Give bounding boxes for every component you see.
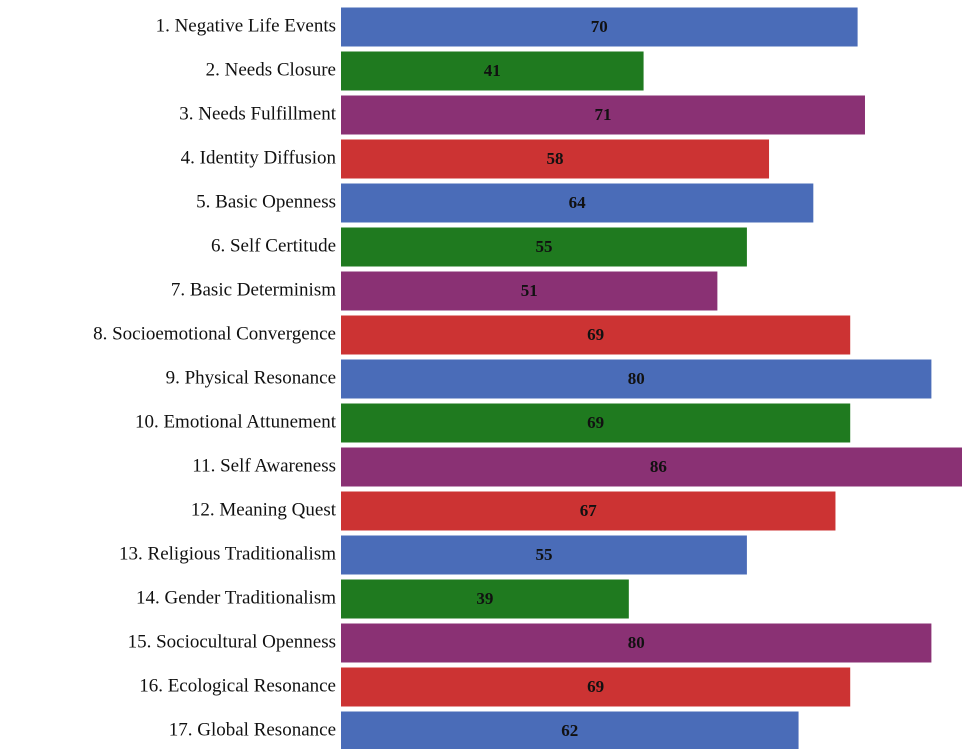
category-label: 12. Meaning Quest — [191, 499, 337, 520]
category-label: 11. Self Awareness — [192, 455, 336, 476]
category-label: 5. Basic Openness — [196, 191, 336, 212]
bar — [341, 227, 747, 267]
value-label: 55 — [535, 545, 552, 564]
value-label: 67 — [580, 501, 598, 520]
category-label: 17. Global Resonance — [169, 719, 336, 740]
bar — [341, 271, 718, 311]
value-label: 80 — [628, 369, 645, 388]
category-label: 10. Emotional Attunement — [135, 411, 337, 432]
category-label: 8. Socioemotional Convergence — [93, 323, 336, 344]
bar — [341, 51, 644, 91]
bar — [341, 403, 851, 443]
value-label: 70 — [591, 17, 608, 36]
category-label: 14. Gender Traditionalism — [136, 587, 336, 608]
value-label: 80 — [628, 633, 645, 652]
bar — [341, 139, 770, 179]
bar — [341, 183, 814, 223]
bar — [341, 315, 851, 355]
bar — [341, 579, 629, 619]
category-label: 3. Needs Fulfillment — [179, 103, 336, 124]
bar — [341, 447, 962, 487]
value-label: 39 — [476, 589, 493, 608]
value-label: 51 — [521, 281, 538, 300]
category-label: 4. Identity Diffusion — [181, 147, 337, 168]
value-label: 55 — [535, 237, 552, 256]
value-label: 69 — [587, 677, 604, 696]
value-label: 69 — [587, 413, 604, 432]
bar — [341, 623, 932, 663]
category-label: 15. Sociocultural Openness — [128, 631, 336, 652]
bar — [341, 7, 858, 47]
category-label: 9. Physical Resonance — [166, 367, 336, 388]
category-label: 2. Needs Closure — [206, 59, 336, 80]
bar — [341, 491, 836, 531]
category-label: 6. Self Certitude — [211, 235, 336, 256]
category-label: 16. Ecological Resonance — [139, 675, 336, 696]
value-label: 86 — [650, 457, 667, 476]
category-label: 1. Negative Life Events — [156, 15, 336, 36]
value-label: 64 — [569, 193, 587, 212]
bar — [341, 667, 851, 707]
value-label: 71 — [594, 105, 611, 124]
value-label: 58 — [547, 149, 564, 168]
bar — [341, 359, 932, 399]
bar — [341, 95, 865, 135]
value-label: 69 — [587, 325, 604, 344]
bar — [341, 711, 799, 749]
category-label: 7. Basic Determinism — [171, 279, 336, 300]
category-label: 13. Religious Traditionalism — [119, 543, 336, 564]
value-label: 62 — [561, 721, 578, 740]
bar — [341, 535, 747, 575]
value-label: 41 — [484, 61, 501, 80]
